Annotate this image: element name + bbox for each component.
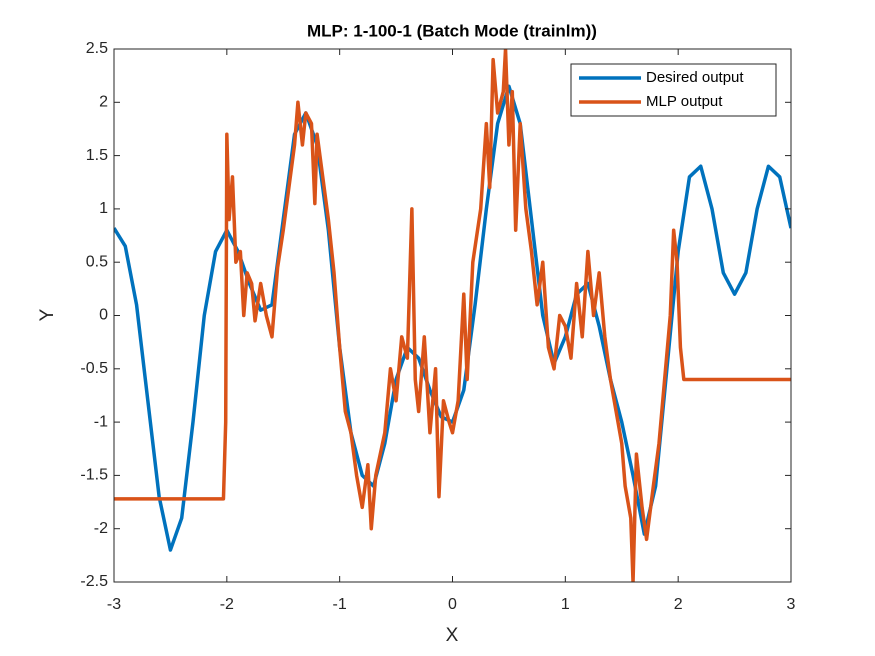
legend-label: Desired output xyxy=(646,69,744,86)
legend-box xyxy=(570,63,777,117)
y-tick-label: -0.5 xyxy=(80,360,108,377)
y-tick-label: 2.5 xyxy=(86,40,108,57)
x-axis-label: X xyxy=(446,625,459,646)
y-axis-label: Y xyxy=(37,308,58,321)
y-tick-label: 0 xyxy=(99,307,108,324)
y-tick-label: 1 xyxy=(99,200,108,217)
x-tick-label: 2 xyxy=(674,596,683,613)
x-tick-label: -3 xyxy=(107,596,121,613)
chart-title: MLP: 1-100-1 (Batch Mode (trainlm)) xyxy=(307,21,597,40)
plot-area xyxy=(114,49,791,582)
y-tick-label: 0.5 xyxy=(86,253,108,270)
x-tick-label: 1 xyxy=(561,596,570,613)
x-tick-label: 3 xyxy=(787,596,796,613)
y-tick-label: -2 xyxy=(94,520,108,537)
y-tick-label: -1.5 xyxy=(80,467,108,484)
y-tick-label: 1.5 xyxy=(86,147,108,164)
lines xyxy=(114,49,791,582)
legend-label: MLP output xyxy=(646,93,723,110)
series-line xyxy=(114,49,791,582)
x-tick-label: 0 xyxy=(448,596,457,613)
y-tick-label: -1 xyxy=(94,413,108,430)
x-tick-label: -2 xyxy=(220,596,234,613)
x-tick-label: -1 xyxy=(333,596,347,613)
y-tick-label: 2 xyxy=(99,94,108,111)
y-tick-label: -2.5 xyxy=(80,573,108,590)
